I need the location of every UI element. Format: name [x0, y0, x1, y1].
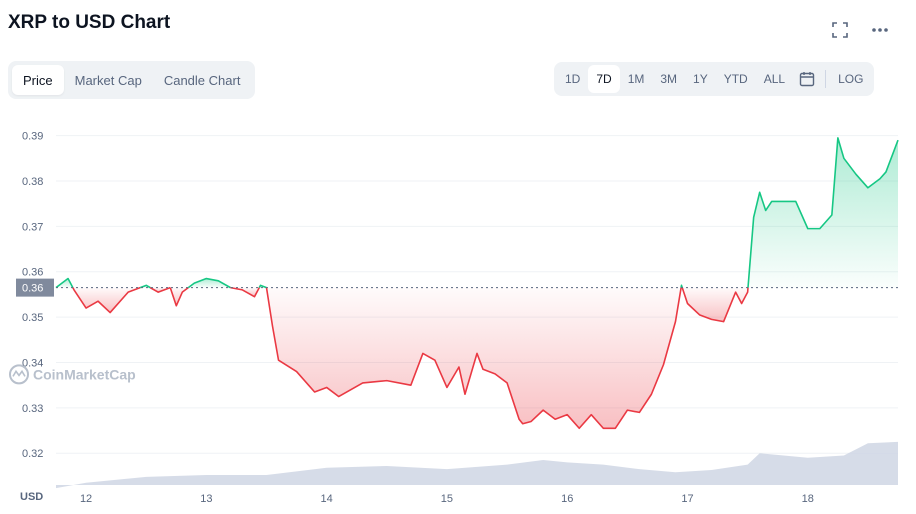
range-3m[interactable]: 3M — [660, 72, 678, 86]
range-ytd[interactable]: YTD — [723, 72, 748, 86]
page-title: XRP to USD Chart — [8, 12, 171, 33]
x-tick-label: 13 — [200, 493, 212, 505]
price-fill-up — [748, 137, 898, 288]
coinmarketcap-logo-icon — [9, 364, 29, 385]
price-fills — [56, 137, 898, 429]
price-fill-down — [266, 287, 682, 429]
x-tick-label: 18 — [802, 493, 814, 505]
chart-type-tabs: Price Market Cap Candle Chart — [8, 61, 256, 99]
tab-market-cap[interactable]: Market Cap — [74, 72, 142, 88]
x-tick-label: 12 — [80, 493, 92, 505]
currency-label: USD — [20, 491, 43, 503]
range-7d[interactable]: 7D — [588, 65, 620, 93]
reference-label: 0.36 — [22, 283, 43, 295]
calendar-icon[interactable] — [793, 65, 821, 93]
price-fill-down — [682, 287, 749, 322]
price-line-up — [680, 284, 683, 288]
y-tick-label: 0.39 — [22, 131, 43, 143]
price-line-down — [230, 286, 260, 298]
y-axis: 0.32 0.33 0.34 0.35 0.36 0.37 0.38 0.39 — [22, 131, 43, 461]
range-separator — [825, 70, 827, 88]
volume-area — [56, 441, 898, 489]
price-line-up — [187, 277, 231, 289]
reference-line: 0.36 — [16, 278, 898, 297]
range-1d[interactable]: 1D — [565, 72, 581, 86]
time-range-selector: 1D 7D 1M 3M 1Y YTD ALL LOG — [554, 62, 875, 96]
range-1m[interactable]: 1M — [627, 72, 645, 86]
price-line-down — [265, 287, 682, 430]
y-tick-label: 0.36 — [22, 267, 43, 279]
price-fill-down — [170, 287, 189, 306]
price-line-up — [747, 137, 899, 288]
price-fill-down — [72, 287, 141, 313]
more-dots-icon[interactable] — [868, 18, 892, 42]
range-all[interactable]: ALL — [763, 72, 786, 86]
x-tick-label: 15 — [441, 493, 453, 505]
x-tick-label: 14 — [321, 493, 333, 505]
price-line-down — [169, 286, 189, 307]
x-tick-label: 16 — [561, 493, 573, 505]
tab-candle-chart[interactable]: Candle Chart — [163, 72, 241, 88]
price-chart: 0.36 0.32 0.33 0.34 0.35 0.36 0.37 0.38 0.39 12… — [9, 131, 899, 505]
price-line-down — [72, 286, 141, 314]
price-line-up — [139, 284, 151, 289]
x-axis: 12 13 14 15 16 17 18 USD — [20, 491, 814, 505]
price-line-down — [681, 287, 749, 323]
price-line-up — [258, 284, 267, 289]
y-tick-label: 0.33 — [22, 403, 43, 415]
volume-bars — [56, 441, 898, 489]
tab-price[interactable]: Price — [12, 65, 64, 95]
log-toggle[interactable]: LOG — [838, 72, 864, 86]
y-tick-label: 0.32 — [22, 448, 43, 460]
coinmarketcap-logo-mark — [12, 369, 26, 377]
price-fill-up — [188, 278, 231, 288]
range-1y[interactable]: 1Y — [693, 72, 708, 86]
watermark-text: CoinMarketCap — [33, 366, 136, 382]
y-tick-label: 0.35 — [22, 312, 43, 324]
price-lines — [55, 137, 899, 430]
x-tick-label: 17 — [681, 493, 693, 505]
watermark: CoinMarketCap — [9, 364, 136, 385]
y-tick-label: 0.34 — [22, 357, 43, 369]
price-line-down — [149, 286, 171, 293]
y-tick-label: 0.37 — [22, 221, 43, 233]
grid-lines — [56, 135, 898, 454]
expand-icon[interactable] — [828, 18, 852, 42]
reference-badge — [16, 278, 54, 297]
y-tick-label: 0.38 — [22, 176, 43, 188]
price-line-up — [55, 277, 74, 289]
